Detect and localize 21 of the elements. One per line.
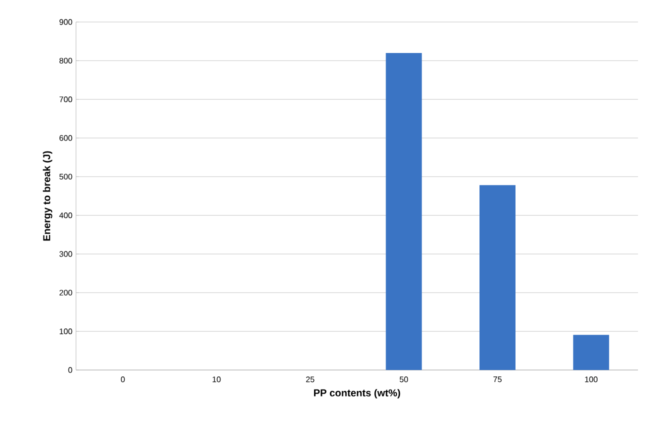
x-tick-label: 100 bbox=[585, 376, 598, 382]
x-tick-label: 0 bbox=[120, 376, 125, 382]
x-tick-label: 10 bbox=[212, 376, 221, 382]
y-tick-label: 600 bbox=[60, 135, 72, 141]
y-tick-label: 900 bbox=[59, 19, 72, 25]
y-tick-label: 500 bbox=[59, 174, 72, 180]
x-tick-label: 25 bbox=[306, 376, 314, 382]
x-tick-label: 75 bbox=[493, 376, 502, 382]
y-tick-label: 800 bbox=[59, 58, 72, 64]
y-tick-label: 400 bbox=[59, 212, 72, 218]
bar bbox=[386, 52, 422, 370]
y-tick-label: 0 bbox=[68, 367, 72, 373]
y-axis-title: Energy to break (J) bbox=[42, 151, 52, 241]
x-axis-title: PP contents (wt%) bbox=[314, 389, 400, 398]
x-tick-label: 50 bbox=[400, 376, 408, 382]
y-tick-label: 100 bbox=[60, 328, 72, 334]
y-tick-label: 200 bbox=[60, 290, 72, 296]
bar bbox=[573, 334, 610, 370]
y-tick-label: 700 bbox=[60, 96, 72, 102]
y-tick-label: 300 bbox=[59, 251, 72, 257]
bar bbox=[480, 185, 516, 370]
